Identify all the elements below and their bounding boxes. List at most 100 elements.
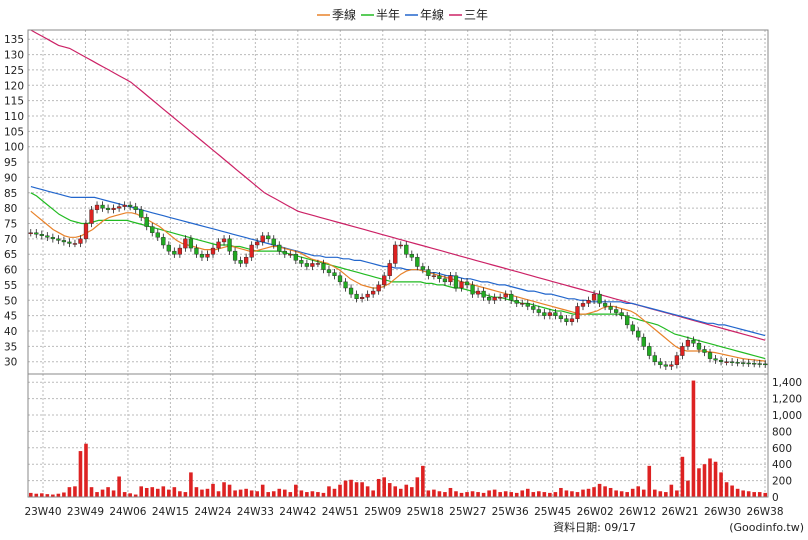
price-y-tick: 70 (4, 234, 17, 246)
price-y-tick: 50 (4, 295, 17, 307)
volume-bar (62, 492, 66, 497)
volume-bar (133, 494, 138, 497)
volume-bar (338, 484, 342, 497)
candle-body (564, 318, 569, 322)
volume-bar (564, 490, 569, 497)
volume-bar (548, 492, 552, 497)
volume-bar (586, 488, 591, 497)
candle-body (641, 336, 646, 347)
volume-bars (28, 380, 768, 497)
volume-bar (481, 492, 486, 497)
volume-bar (238, 489, 243, 497)
x-tick-label: 26W02 (577, 506, 614, 518)
candle-body (310, 263, 315, 267)
price-y-tick: 45 (4, 311, 17, 323)
volume-bar (343, 480, 348, 497)
candle-body (475, 290, 481, 295)
volume-bar (625, 492, 629, 497)
candle-body (348, 287, 354, 295)
volume-bar (619, 491, 624, 497)
candle-body (155, 232, 160, 238)
volume-bar (476, 492, 480, 497)
price-y-tick: 40 (4, 326, 17, 338)
candle-body (520, 303, 525, 305)
volume-bar (647, 465, 652, 497)
candle-body (757, 363, 762, 365)
candle-body (128, 204, 133, 207)
candle-body (464, 281, 470, 286)
x-tick-label: 26W30 (704, 506, 741, 518)
candle-body (45, 235, 50, 238)
candle-body (50, 237, 55, 240)
volume-panel-frame (27, 373, 769, 498)
candle-body (729, 361, 735, 363)
candle-body (304, 263, 310, 267)
candle-body (752, 363, 757, 365)
candle-body (459, 281, 464, 289)
volume-y-axis: 0 200 400 600 800 1,000 1,200 1,400 (772, 377, 802, 504)
volume-bar (708, 458, 712, 497)
candle-body (282, 250, 287, 255)
candle-body (498, 297, 503, 299)
ma-quarter-line (30, 210, 766, 362)
candle-body (735, 362, 740, 364)
volume-bar (559, 487, 563, 497)
volume-bar (719, 472, 723, 497)
candle-body (569, 318, 575, 322)
candle-body (332, 272, 337, 276)
candle-body (111, 207, 116, 210)
volume-bar (349, 479, 353, 497)
candle-body (321, 263, 326, 270)
candle-body (354, 293, 359, 299)
volume-y-tick: 200 (772, 476, 792, 488)
candle-body (72, 243, 78, 245)
volume-bar (277, 488, 282, 497)
volume-bar (122, 492, 127, 497)
candle-body (741, 362, 746, 364)
candle-body (188, 238, 194, 249)
volume-bar (194, 487, 199, 497)
volume-bar (365, 486, 370, 497)
volume-bar (410, 487, 414, 497)
volume-bar (34, 493, 39, 497)
x-tick-label: 23W49 (67, 506, 104, 518)
volume-y-tick: 800 (772, 426, 792, 438)
candle-body (553, 312, 558, 316)
volume-bar (128, 493, 132, 497)
volume-y-tick: 400 (772, 459, 792, 471)
candle-body (580, 303, 586, 307)
candle-body (61, 240, 67, 243)
volume-bar (150, 487, 155, 497)
price-y-tick: 90 (4, 172, 17, 184)
candle-body (382, 275, 387, 286)
x-tick-label: 26W21 (662, 506, 699, 518)
volume-bar (641, 489, 646, 497)
volume-bar (233, 490, 237, 497)
volume-bar (382, 477, 386, 497)
x-tick-label: 25W45 (534, 506, 571, 518)
volume-bar (652, 489, 657, 497)
candle-body (150, 226, 155, 233)
volume-bar (249, 490, 254, 497)
candle-body (299, 260, 304, 264)
candle-body (56, 238, 61, 241)
volume-bar (658, 491, 663, 497)
volume-bar (200, 489, 204, 497)
volume-bar (581, 489, 585, 497)
volume-bar (503, 491, 508, 497)
volume-bar (299, 490, 304, 497)
candle-body (713, 358, 718, 361)
price-y-axis: 30 35 40 45 50 55 60 65 70 75 80 85 90 95 100 105 110 115… (4, 34, 24, 369)
candle-body (448, 275, 453, 283)
volume-bar (553, 492, 558, 497)
candle-body (614, 309, 619, 313)
candle-body (602, 303, 608, 307)
volume-y-tick: 600 (772, 443, 792, 455)
price-y-tick: 65 (4, 249, 17, 261)
candle-body (591, 293, 597, 301)
volume-bar (592, 487, 596, 497)
x-tick-label: 25W09 (364, 506, 401, 518)
candle-body (28, 232, 33, 234)
volume-bar (260, 484, 265, 497)
price-y-tick: 105 (4, 126, 24, 138)
